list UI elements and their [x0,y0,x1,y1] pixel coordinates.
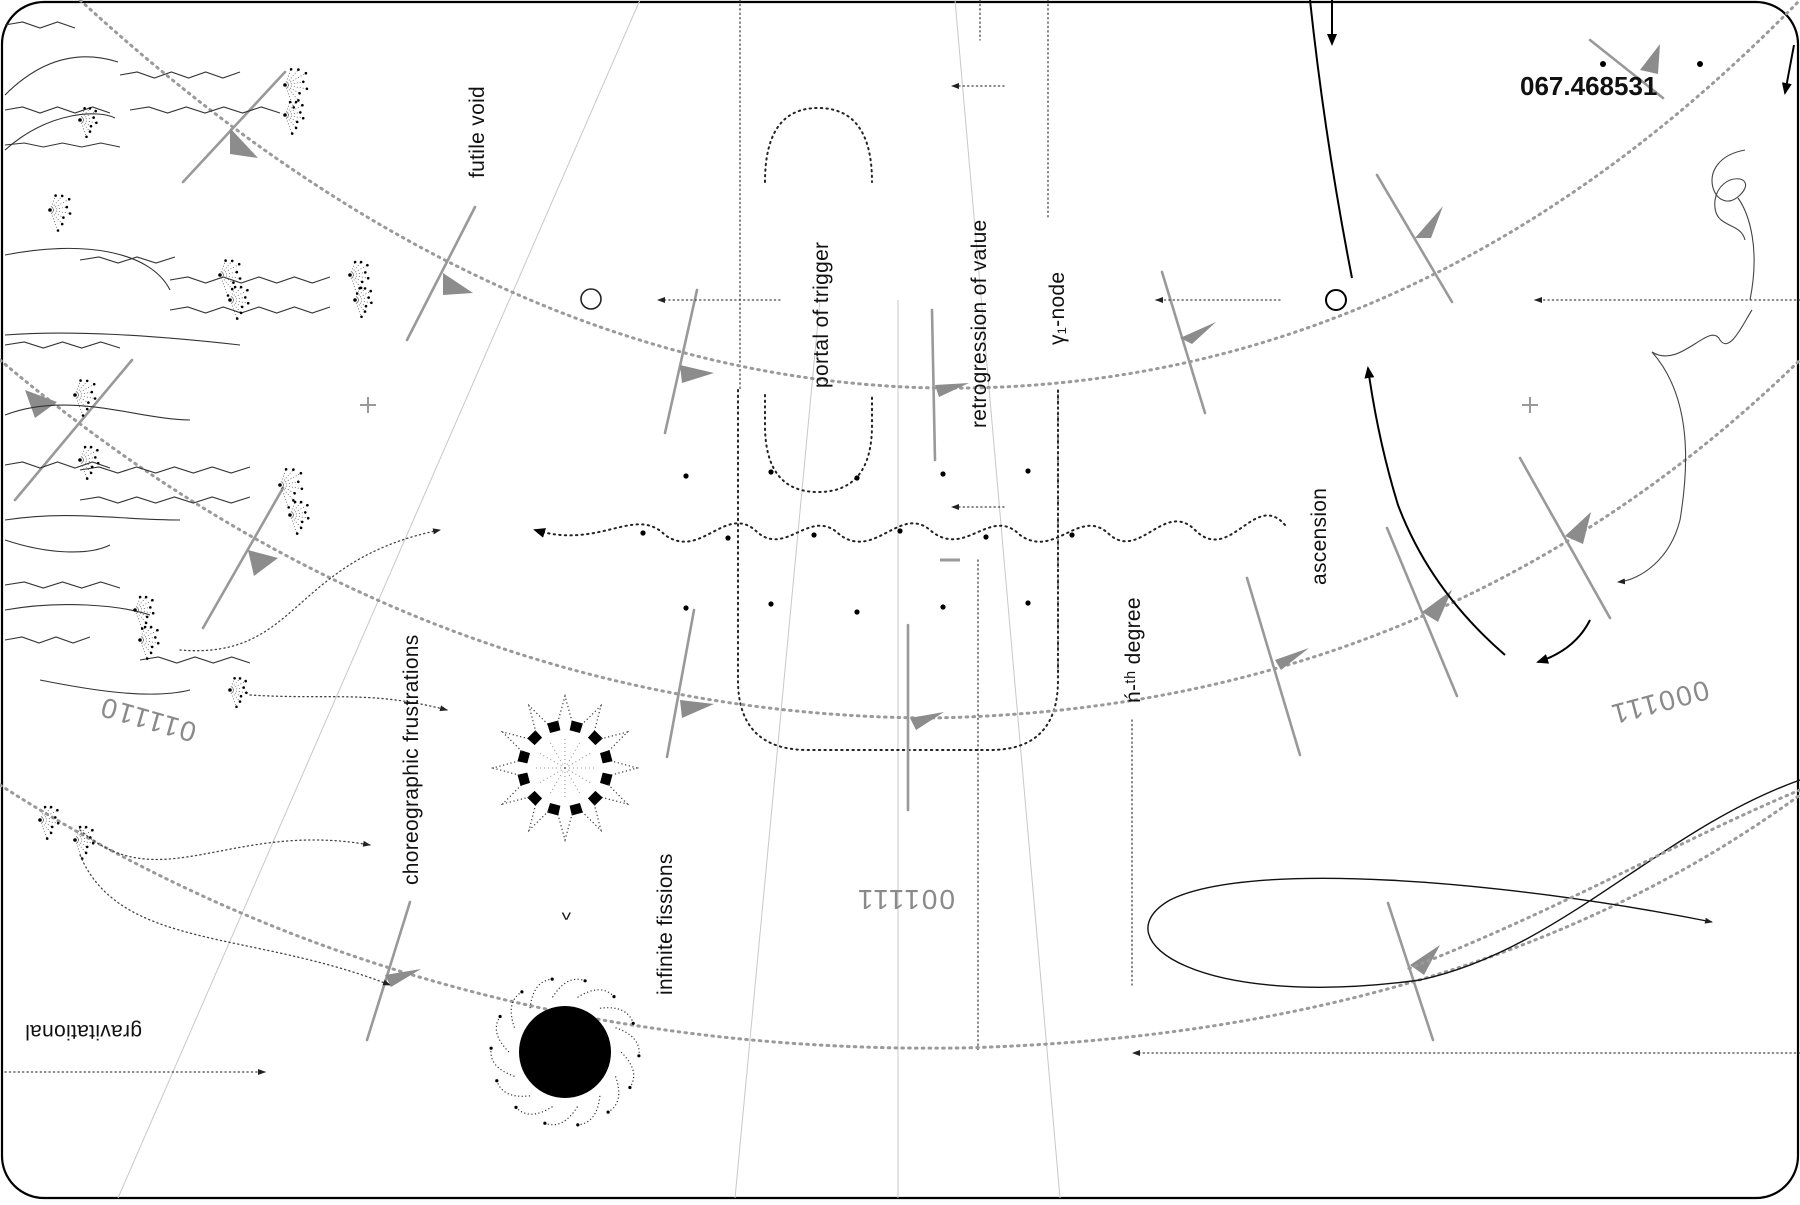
burst-node-icon [278,468,304,509]
label-portal-of-trigger: portal of trigger [810,242,833,388]
open-circle-icon [1325,289,1347,311]
burst-node-icon [348,260,370,295]
portal-arc-top [764,106,873,183]
portal-capsule [737,389,1059,751]
portal-arc-mid [764,394,873,494]
label-choreographic-frustrations: choreographic frustrations [400,634,423,885]
dot-grid [640,468,1075,615]
burst-node-icon [138,625,160,660]
label-futile-void: futile void [466,86,489,178]
scribble-strokes [1617,149,1755,585]
burst-node-icon [133,595,155,630]
orbit-ticks [13,38,1665,1042]
left-cluster [4,21,373,860]
binary-code-left: 011110 [96,691,200,748]
label-nth-degree: ń-ᵗʰ degree [1122,597,1145,703]
loop-dotted-path [1403,788,1800,972]
spiked-ring-icon [490,693,640,843]
dotted-flow-curves [79,528,448,986]
label-retrogression-of-value: retrogression of value [968,219,991,428]
open-circle-icon [580,288,602,310]
black-trajectory-arrows [1309,0,1795,664]
burst-node-icon [353,287,373,319]
label-ascension: ascension [1308,488,1331,585]
readout-dot [1600,61,1606,67]
burst-node-icon [78,445,100,480]
orbit-arrowheads [25,44,1660,987]
burst-node-icon [283,100,305,135]
dotted-wave [533,514,1286,543]
black-hole-icon [489,977,641,1127]
burst-node-icon [228,677,248,709]
burst-node-icon [78,107,98,139]
readout-dot [1697,61,1703,67]
label-gamma-node: γ₁-node [1046,272,1069,345]
loop-curve [1147,779,1800,988]
burst-node-icon [283,68,309,109]
crosshair-plus-icon [360,397,1538,413]
label-infinite-fissions: infinite fissions [654,853,677,995]
burst-node-icon [288,500,310,535]
label-gravitational: gravitational [25,1020,142,1043]
burst-node-icon [73,379,97,417]
direction-arrow-icon [4,83,1800,1075]
burst-node-icon [228,285,250,320]
readout-number: 067.468531 [1520,71,1657,101]
binary-code-bottom: 001111 [856,884,955,915]
burst-node-icon [218,259,242,297]
caret-mark: ^ [561,901,571,923]
binary-code-right: 000111 [1607,674,1713,730]
burst-node-icon [38,805,60,840]
burst-node-icon [48,194,72,232]
orbit-arcs [0,0,1800,1050]
